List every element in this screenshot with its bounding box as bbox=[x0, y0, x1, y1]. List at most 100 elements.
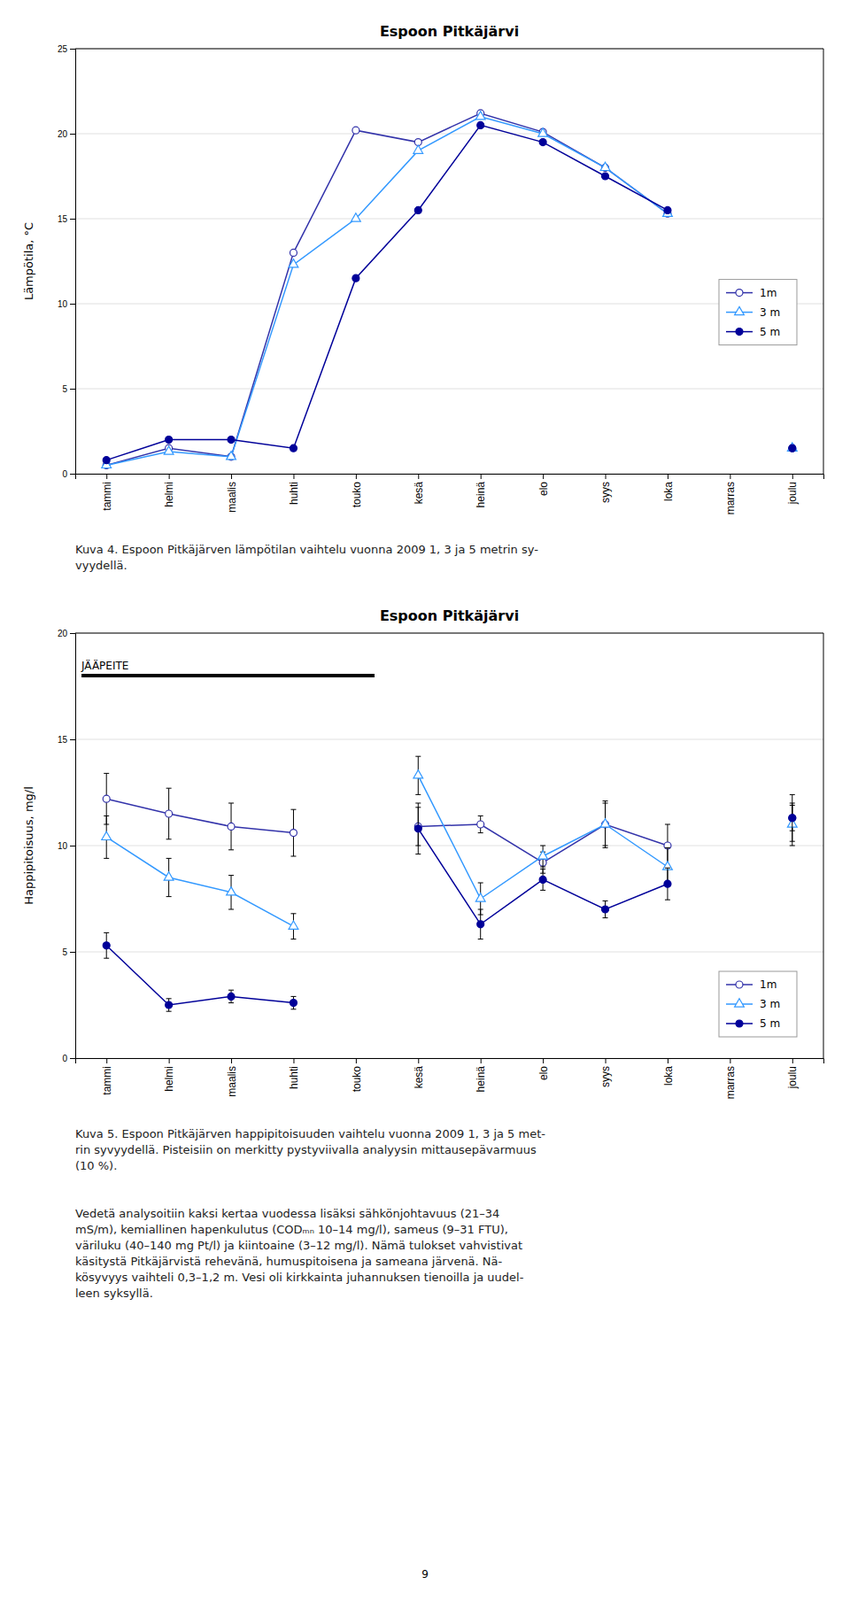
point bbox=[602, 905, 610, 913]
y-tick-mark bbox=[69, 473, 76, 475]
x-tick: tammi bbox=[100, 1058, 114, 1096]
x-tick-label: loka bbox=[662, 481, 675, 502]
x-tick-label: helmi bbox=[162, 1066, 176, 1092]
legend-item: 1m bbox=[726, 286, 777, 300]
x-tick-mark bbox=[231, 473, 232, 480]
grid-line bbox=[75, 845, 824, 847]
point bbox=[351, 213, 362, 222]
series-line bbox=[106, 818, 793, 1005]
plot-frame bbox=[75, 633, 824, 1059]
error-bar bbox=[478, 909, 484, 940]
x-tick-mark bbox=[355, 1058, 357, 1064]
series-line bbox=[106, 124, 793, 460]
point bbox=[475, 111, 486, 120]
point bbox=[788, 444, 796, 452]
point bbox=[289, 248, 297, 256]
error-bar bbox=[415, 803, 421, 855]
y-tick-label: 25 bbox=[57, 44, 69, 55]
point bbox=[664, 206, 672, 214]
x-tick: helmi bbox=[162, 473, 176, 508]
legend-item: 3 m bbox=[726, 997, 781, 1011]
y-tick-mark bbox=[69, 739, 76, 741]
x-tick-mark bbox=[417, 473, 419, 480]
y-tick: 15 bbox=[57, 214, 76, 225]
grid bbox=[75, 48, 824, 474]
y-axis-title: Happipitoisuus, mg/l bbox=[22, 786, 36, 905]
series-line bbox=[106, 116, 793, 466]
legend-symbol bbox=[735, 981, 743, 989]
x-tick-mark bbox=[792, 473, 794, 480]
legend-item: 3 m bbox=[726, 306, 781, 319]
x-tick-label: touko bbox=[350, 1066, 364, 1093]
x-tick: touko bbox=[350, 473, 364, 508]
x-tick-mark bbox=[106, 1058, 108, 1064]
caption-line: rin syvyydellä. Pisteisiin on merkitty p… bbox=[75, 1143, 537, 1157]
note-line: Vedetä analysoitiin kaksi kertaa vuodess… bbox=[75, 1206, 500, 1221]
marks bbox=[101, 109, 797, 469]
x-tick-mark bbox=[480, 473, 482, 480]
series-line bbox=[106, 113, 793, 465]
caption-line: Kuva 5. Espoon Pitkäjärven happipitoisuu… bbox=[75, 1127, 546, 1141]
error-bar bbox=[228, 803, 234, 850]
page: Espoon Pitkäjärvi0510152025tammihelmimaa… bbox=[0, 0, 850, 1600]
point bbox=[101, 831, 112, 840]
legend-label: 5 m bbox=[759, 1017, 781, 1030]
x-tick-label: maalis bbox=[225, 481, 239, 513]
y-tick-label: 15 bbox=[57, 214, 69, 225]
note-line: leen syksyllä. bbox=[75, 1286, 154, 1300]
y-tick-label: 10 bbox=[57, 299, 69, 310]
x-tick: syys bbox=[599, 1058, 612, 1088]
x-tick-label: tammi bbox=[100, 481, 114, 511]
x-tick-mark bbox=[169, 1058, 170, 1064]
point bbox=[413, 145, 424, 154]
y-tick-mark bbox=[69, 133, 76, 135]
point bbox=[414, 825, 422, 833]
x-axis: tammihelmimaalishuhtitoukokesäheinäelosy… bbox=[76, 473, 825, 515]
plot-frame bbox=[75, 48, 824, 474]
point bbox=[289, 829, 297, 837]
legend-symbol bbox=[735, 289, 743, 297]
x-tick-label: heinä bbox=[474, 1066, 487, 1093]
error-bar bbox=[478, 815, 484, 833]
point bbox=[788, 814, 796, 822]
x-tick: kesä bbox=[412, 473, 425, 504]
x-tick-label: joulu bbox=[786, 481, 799, 505]
x-tick-mark bbox=[792, 1058, 794, 1064]
y-tick: 15 bbox=[57, 734, 76, 745]
y-tick-mark bbox=[69, 218, 76, 220]
x-tick: heinä bbox=[474, 1058, 487, 1092]
legend: 1m3 m5 m bbox=[718, 279, 797, 346]
legend-label: 3 m bbox=[759, 306, 781, 319]
point bbox=[477, 820, 485, 828]
x-tick: tammi bbox=[100, 473, 114, 511]
x-tick: elo bbox=[537, 473, 550, 496]
x-axis-line bbox=[76, 474, 825, 480]
y-tick-mark bbox=[69, 388, 76, 390]
y-tick: 25 bbox=[57, 44, 76, 55]
point bbox=[475, 893, 486, 902]
chart: Espoon Pitkäjärvi0510152025tammihelmimaa… bbox=[22, 23, 825, 515]
y-axis-line bbox=[69, 633, 77, 1059]
point bbox=[539, 139, 547, 147]
x-tick-label: heinä bbox=[474, 481, 487, 509]
point bbox=[102, 795, 110, 803]
grid-line bbox=[75, 218, 824, 220]
chart-title: Espoon Pitkäjärvi bbox=[379, 23, 519, 40]
caption-line: Kuva 4. Espoon Pitkäjärven lämpötilan va… bbox=[75, 542, 539, 557]
y-tick-label: 20 bbox=[57, 628, 69, 639]
point bbox=[165, 810, 173, 818]
point bbox=[165, 436, 173, 444]
point bbox=[163, 446, 174, 455]
y-tick-label: 0 bbox=[61, 1053, 68, 1064]
x-tick-label: joulu bbox=[786, 1066, 799, 1090]
caption: Kuva 4. Espoon Pitkäjärven lämpötilan va… bbox=[75, 542, 539, 572]
point bbox=[414, 206, 422, 214]
x-tick-label: kesä bbox=[412, 1066, 425, 1090]
y-axis-line bbox=[69, 49, 77, 475]
x-tick-label: loka bbox=[662, 1066, 675, 1086]
y-tick-label: 15 bbox=[57, 734, 69, 745]
point bbox=[165, 1001, 173, 1009]
series bbox=[102, 121, 796, 464]
point bbox=[477, 121, 485, 129]
x-tick: maalis bbox=[225, 473, 239, 513]
